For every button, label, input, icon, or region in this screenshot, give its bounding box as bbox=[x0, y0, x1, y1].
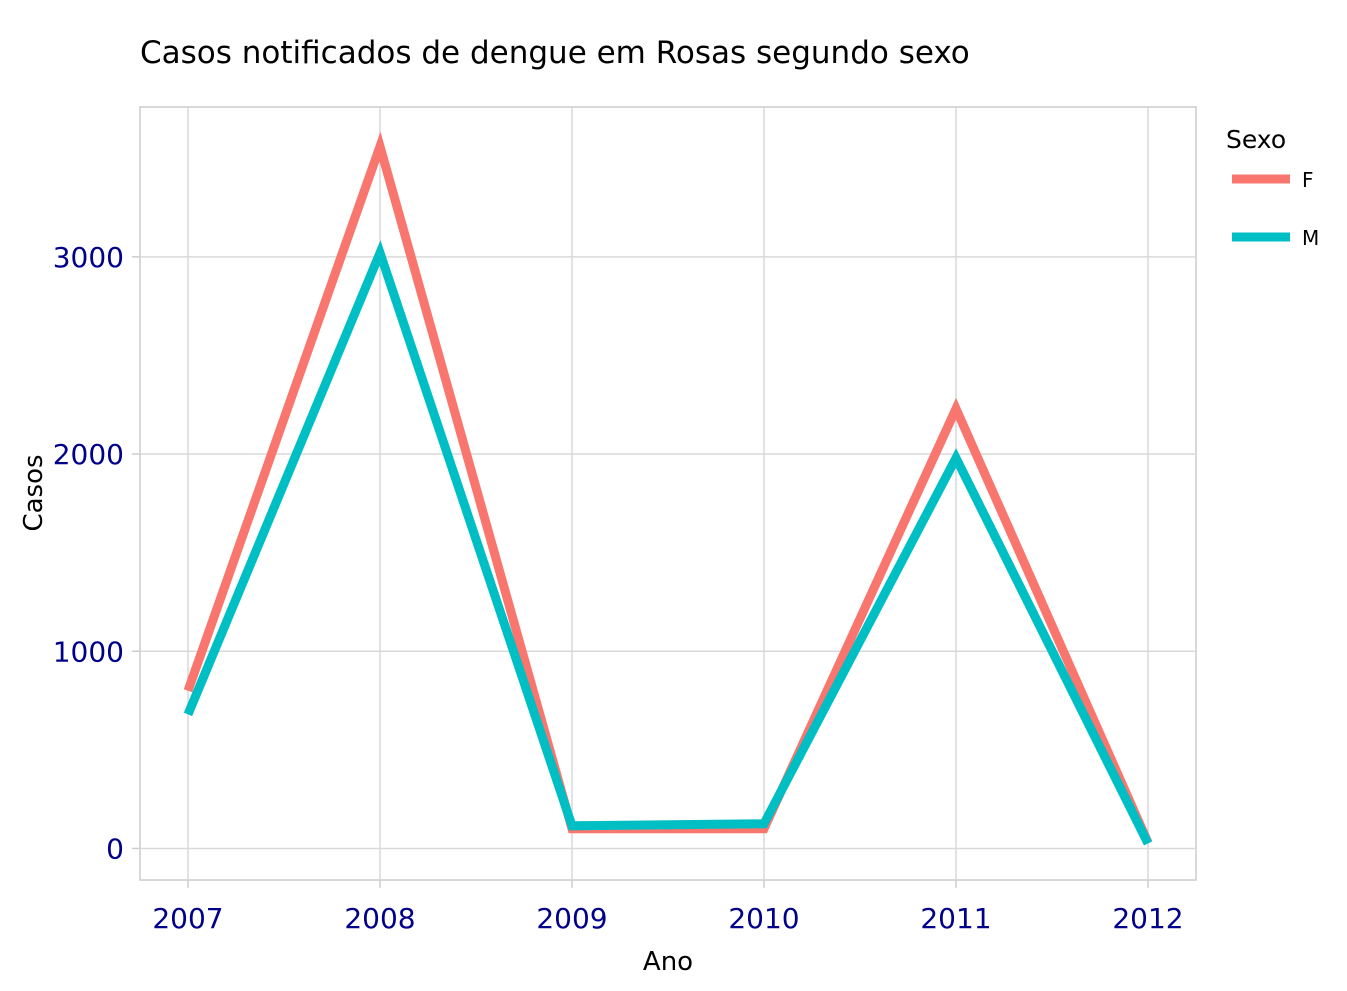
series-lines bbox=[183, 131, 1153, 846]
x-tick-label: 2007 bbox=[152, 902, 223, 935]
x-axis-title: Ano bbox=[643, 947, 693, 977]
y-axis-ticks: 0 1000 2000 3000 bbox=[53, 241, 140, 865]
series-line-m bbox=[183, 240, 1153, 846]
x-tick-label: 2010 bbox=[728, 902, 799, 935]
x-tick-label: 2008 bbox=[344, 902, 415, 935]
legend-label-m: M bbox=[1302, 226, 1319, 250]
y-tick-label: 2000 bbox=[53, 438, 124, 471]
y-tick-label: 3000 bbox=[53, 241, 124, 274]
x-gridlines bbox=[187, 107, 1149, 880]
plot-border bbox=[139, 106, 1197, 881]
legend: Sexo FM bbox=[1226, 125, 1319, 250]
x-tick-label: 2009 bbox=[536, 902, 607, 935]
x-tick-label: 2012 bbox=[1112, 902, 1183, 935]
plot-panel bbox=[139, 106, 1197, 881]
x-tick-label: 2011 bbox=[920, 902, 991, 935]
y-tick-label: 0 bbox=[106, 832, 124, 865]
y-axis-title: Casos bbox=[19, 454, 49, 531]
legend-items: FM bbox=[1232, 168, 1319, 250]
chart-title: Casos notificados de dengue em Rosas seg… bbox=[140, 35, 970, 71]
x-axis-ticks: 2007 2008 2009 2010 2011 2012 bbox=[152, 880, 1184, 935]
legend-label-f: F bbox=[1302, 168, 1314, 192]
y-tick-label: 1000 bbox=[53, 635, 124, 668]
legend-title: Sexo bbox=[1226, 125, 1286, 154]
y-gridlines bbox=[140, 256, 1196, 850]
